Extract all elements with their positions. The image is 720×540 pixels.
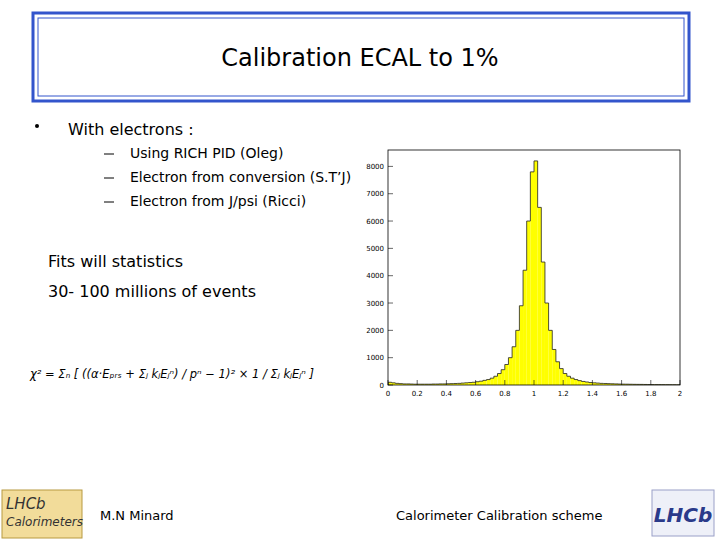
histogram-bar (388, 382, 392, 385)
histogram-bar (541, 262, 545, 385)
x-tick (446, 380, 447, 385)
y-tick-label: 7000 (366, 190, 384, 198)
y-tick (388, 330, 393, 331)
histogram-bar (530, 172, 534, 385)
y-tick (388, 193, 393, 194)
histogram-bar (479, 381, 483, 385)
sub-bullet: Electron from J/psi (Ricci) (130, 193, 306, 209)
histogram-bar (505, 365, 509, 385)
histogram-bar (545, 303, 549, 385)
x-tick-label: 0.2 (412, 390, 423, 398)
slide: Calibration ECAL to 1% With electrons : Us… (0, 0, 720, 540)
x-tick (563, 380, 564, 385)
x-tick (592, 380, 593, 385)
histogram-bar (490, 378, 494, 385)
x-tick (680, 380, 681, 385)
histogram-bar (578, 381, 582, 385)
sub-bullet-dash (104, 178, 114, 179)
histogram-bar (527, 221, 531, 385)
x-tick (417, 380, 418, 385)
histogram-bar (472, 382, 476, 385)
x-tick-label: 0.4 (441, 390, 453, 398)
logo-right (652, 490, 714, 536)
note: Fits will statistics (48, 252, 183, 271)
y-tick (388, 303, 393, 304)
histogram-bar (556, 362, 560, 385)
author: M.N Minard (100, 508, 174, 523)
title-frame (33, 13, 689, 101)
sub-bullet: Using RICH PID (Oleg) (130, 145, 283, 161)
histogram-bar (483, 380, 487, 385)
x-tick-label: 1.6 (616, 390, 628, 398)
title: Calibration ECAL to 1% (221, 44, 498, 72)
histogram-bar (487, 380, 491, 385)
y-tick (388, 385, 393, 386)
histogram-outline (388, 161, 680, 385)
x-tick-label: 1.8 (645, 390, 656, 398)
y-tick (388, 221, 393, 222)
x-tick (650, 380, 651, 385)
x-tick (534, 380, 535, 385)
y-tick-label: 4000 (366, 272, 384, 280)
histogram-bar (534, 161, 538, 385)
histogram-bar (476, 382, 480, 385)
x-tick (621, 380, 622, 385)
y-tick-label: 0 (380, 382, 384, 390)
sub-bullet: Electron from conversion (S.T’J) (130, 169, 351, 185)
histogram-bar (549, 330, 553, 385)
histogram-bar (508, 358, 512, 385)
x-tick-label: 1 (532, 390, 536, 398)
histogram-bar (516, 330, 520, 385)
histogram-bar (512, 347, 516, 385)
y-tick-label: 6000 (366, 218, 384, 226)
note: 30- 100 millions of events (48, 282, 256, 301)
formula: χ² = Σₙ [ ((α·Eₚᵣₛ + Σⱼ kⱼEⱼⁿ) / pⁿ − 1)… (29, 367, 314, 381)
x-tick-label: 0.8 (499, 390, 510, 398)
logo-left (2, 490, 82, 538)
x-tick (504, 380, 505, 385)
x-tick-label: 0.6 (470, 390, 482, 398)
y-tick-label: 1000 (366, 354, 384, 362)
histogram-bar (523, 270, 527, 385)
histogram-bar (552, 349, 556, 385)
sub-bullet-dash (104, 202, 114, 203)
x-tick-label: 0 (386, 390, 390, 398)
x-tick-label: 1.2 (558, 390, 569, 398)
histogram-bar (501, 370, 505, 385)
y-tick-label: 2000 (366, 327, 384, 335)
y-tick (388, 357, 393, 358)
y-tick-label: 5000 (366, 245, 384, 253)
logo-left-text: LHCb (6, 495, 46, 513)
y-tick (388, 248, 393, 249)
y-tick (388, 275, 393, 276)
histogram-bar (498, 374, 502, 385)
y-tick-label: 8000 (366, 163, 384, 171)
logo-left-text: Calorimeters (6, 515, 83, 529)
histogram-bar (571, 378, 575, 385)
histogram-bar (563, 374, 567, 385)
x-tick-label: 2 (678, 390, 682, 398)
histogram-bar (519, 306, 523, 385)
x-tick (388, 380, 389, 385)
histogram-bar (538, 207, 542, 385)
x-tick-label: 1.4 (587, 390, 599, 398)
histogram-bar (574, 380, 578, 385)
histogram-bar (494, 376, 498, 385)
bullet-dot (35, 124, 39, 128)
subject: Calorimeter Calibration scheme (396, 508, 602, 523)
logo-right-text: LHCb (654, 503, 712, 527)
x-tick (475, 380, 476, 385)
sub-bullet-dash (104, 154, 114, 155)
bullet: With electrons : (68, 120, 194, 139)
histogram-bar (581, 381, 585, 385)
histogram-bar (560, 369, 564, 385)
plot-frame (388, 150, 680, 385)
histogram-bar (567, 376, 571, 385)
histogram-bar (585, 382, 589, 385)
bars (388, 161, 680, 385)
title-frame-inner (38, 18, 684, 96)
y-tick-label: 3000 (366, 300, 384, 308)
y-tick (388, 166, 393, 167)
